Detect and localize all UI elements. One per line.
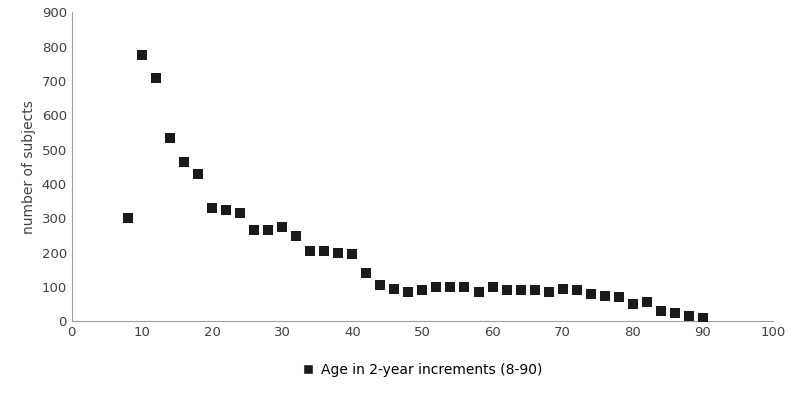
Point — [682, 313, 695, 320]
Point — [669, 309, 681, 316]
Point — [290, 232, 303, 239]
Point — [514, 287, 527, 294]
Point — [261, 227, 274, 234]
Point — [626, 301, 639, 307]
Point — [374, 282, 387, 289]
Point — [346, 251, 359, 258]
Point — [641, 299, 654, 306]
Point — [571, 287, 583, 294]
Point — [486, 284, 499, 290]
Point — [402, 289, 414, 295]
Point — [528, 287, 541, 294]
Point — [542, 289, 555, 295]
Point — [388, 286, 401, 292]
Point — [304, 248, 316, 254]
Point — [612, 294, 625, 301]
Point — [135, 52, 148, 59]
Point — [150, 74, 163, 81]
Point — [599, 293, 611, 299]
Point — [178, 159, 190, 165]
Point — [556, 286, 569, 292]
Point — [458, 284, 471, 290]
Point — [318, 248, 331, 254]
Point — [501, 287, 513, 294]
Y-axis label: number of subjects: number of subjects — [22, 100, 36, 234]
Point — [206, 205, 218, 211]
Point — [121, 215, 134, 222]
Point — [332, 249, 344, 256]
Point — [472, 289, 485, 295]
Point — [654, 308, 667, 314]
Point — [234, 210, 246, 217]
Point — [191, 171, 204, 177]
Point — [430, 284, 443, 290]
Legend: Age in 2-year increments (8-90): Age in 2-year increments (8-90) — [297, 357, 548, 382]
Point — [276, 224, 289, 230]
Point — [444, 284, 457, 290]
Point — [248, 227, 261, 234]
Point — [584, 290, 597, 297]
Point — [416, 287, 429, 294]
Point — [697, 315, 709, 321]
Point — [360, 270, 373, 276]
Point — [163, 134, 176, 141]
Point — [220, 206, 233, 213]
